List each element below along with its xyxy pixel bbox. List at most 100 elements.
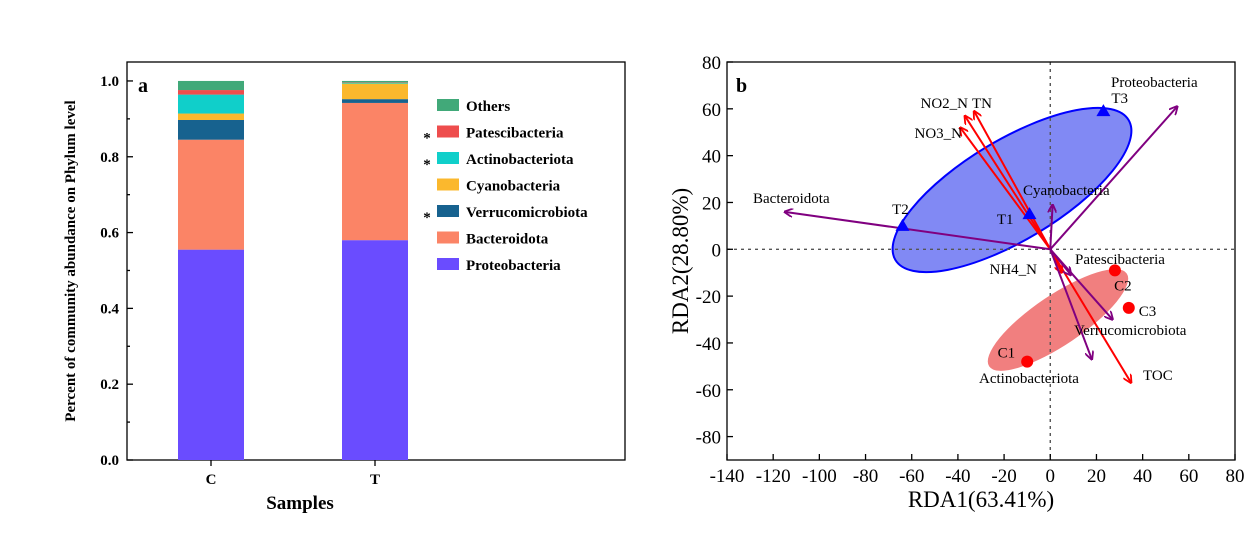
y-tick-label-b: 60 bbox=[702, 100, 721, 121]
environment-arrow bbox=[965, 116, 1052, 250]
axis-ticks-b: -140 -120 -100 -80 -60 -40 -20 0 20 40 60 80 80 60 40 2… bbox=[696, 53, 1245, 487]
arrow-label: Bacteroidota bbox=[753, 191, 830, 207]
group-ellipse-C bbox=[987, 269, 1129, 371]
sample-point-triangle bbox=[895, 218, 910, 231]
sample-point-circle bbox=[1108, 264, 1121, 277]
x-tick-label-a: T bbox=[370, 472, 380, 488]
plot-frame-b bbox=[726, 61, 1236, 461]
arrow-label: TN bbox=[972, 96, 992, 112]
legend-swatch bbox=[437, 231, 459, 244]
bar-segment bbox=[342, 240, 408, 460]
bar-segment bbox=[178, 80, 244, 91]
sample-label: T3 bbox=[1111, 91, 1128, 107]
legend-swatch bbox=[437, 205, 459, 217]
x-tick-label-b: 40 bbox=[1133, 466, 1152, 487]
sample-points: T1 T2 T3 C1 C2 C3 bbox=[892, 91, 1156, 368]
bar-segment bbox=[178, 139, 244, 250]
y-tick-label-b: 0 bbox=[712, 240, 722, 261]
x-tick-label-b: -80 bbox=[853, 466, 878, 487]
significance-marker: * bbox=[423, 131, 431, 147]
y-tick-label-a: 0.4 bbox=[100, 301, 119, 317]
legend-label: Verrucomicrobiota bbox=[466, 205, 588, 221]
x-tick-label-b: -40 bbox=[945, 466, 970, 487]
legend-swatch bbox=[437, 152, 459, 164]
x-axis-title-b: RDA1(63.41%) bbox=[908, 487, 1054, 512]
y-tick-label-a: 1.0 bbox=[100, 74, 119, 90]
y-axis-title-b: RDA2(28.80%) bbox=[668, 188, 693, 334]
significance-marker: * bbox=[423, 210, 431, 226]
arrow-label: Cyanobacteria bbox=[1023, 183, 1110, 199]
sample-point-circle bbox=[1122, 301, 1135, 314]
arrow-label: NO3_N bbox=[915, 126, 963, 142]
y-tick-label-a: 0.6 bbox=[100, 226, 119, 242]
arrow-label: Verrucomicrobiota bbox=[1074, 323, 1187, 339]
y-axis-title-a: Percent of community abundance on Phylum… bbox=[63, 100, 79, 421]
sample-label: T1 bbox=[997, 212, 1014, 228]
bar-segment bbox=[342, 83, 408, 100]
bar-segment bbox=[342, 82, 408, 84]
bar-segment bbox=[178, 90, 244, 95]
x-tick-label-b: 80 bbox=[1226, 466, 1245, 487]
taxon-arrow bbox=[1049, 248, 1112, 319]
taxon-arrow bbox=[1049, 106, 1177, 250]
taxon-arrow bbox=[1049, 248, 1092, 359]
x-tick-label-a: C bbox=[206, 472, 217, 488]
legend-label: Bacteroidota bbox=[466, 232, 549, 248]
arrow-label: TOC bbox=[1143, 368, 1173, 384]
bar-segment bbox=[342, 99, 408, 103]
y-tick-label-b: -80 bbox=[696, 428, 721, 449]
sample-point-triangle bbox=[1022, 207, 1037, 220]
arrow-label: NO2_N bbox=[921, 96, 969, 112]
x-tick-label-b: -60 bbox=[899, 466, 924, 487]
y-tick-label-b: -20 bbox=[696, 287, 721, 308]
arrow-labels: NO2_N TN NO3_N NH4_N TOC Proteobacteria Bacter… bbox=[753, 75, 1198, 387]
sample-label: T2 bbox=[892, 202, 909, 218]
bar-segment bbox=[342, 80, 408, 83]
significance-marker: * bbox=[423, 157, 431, 173]
x-tick-label-b: 0 bbox=[1046, 466, 1056, 487]
environment-arrow bbox=[960, 128, 1052, 250]
arrow-label: Patescibacteria bbox=[1075, 252, 1165, 268]
bar-segment bbox=[342, 102, 408, 241]
y-tick-label-a: 0.8 bbox=[100, 150, 119, 166]
y-tick-label-b: 20 bbox=[702, 193, 721, 214]
panel-label-b: b bbox=[736, 75, 747, 97]
sample-label: C2 bbox=[1114, 278, 1132, 294]
bars-a bbox=[178, 80, 408, 460]
taxon-arrow bbox=[785, 212, 1051, 251]
legend-label: Cyanobacteria bbox=[466, 179, 561, 195]
y-tick-label-b: 80 bbox=[702, 53, 721, 74]
taxon-arrow bbox=[1050, 205, 1052, 250]
arrow-label: Actinobacteriota bbox=[979, 371, 1079, 387]
sample-point-circle bbox=[1021, 355, 1034, 368]
y-axis-ticks-a: 0.0 0.2 0.4 0.6 0.8 1.0 bbox=[100, 74, 133, 469]
x-axis-title-a: Samples bbox=[266, 493, 334, 514]
legend-swatch bbox=[437, 99, 459, 111]
y-tick-label-a: 0.0 bbox=[100, 453, 119, 469]
legend-label: Actinobacteriota bbox=[466, 152, 574, 168]
sample-label: C3 bbox=[1139, 304, 1157, 320]
y-tick-label-b: -40 bbox=[696, 334, 721, 355]
arrows-b bbox=[785, 106, 1178, 382]
arrow-label: Proteobacteria bbox=[1111, 75, 1198, 91]
y-tick-label-b: 40 bbox=[702, 147, 721, 168]
x-tick-label-b: -120 bbox=[756, 466, 791, 487]
legend-swatch bbox=[437, 125, 459, 138]
x-tick-label-b: -100 bbox=[802, 466, 837, 487]
x-tick-label-b: 60 bbox=[1179, 466, 1198, 487]
legend-swatch bbox=[437, 258, 459, 270]
y-tick-label-b: -60 bbox=[696, 381, 721, 402]
panel-label-a: a bbox=[138, 75, 148, 97]
legend-swatch bbox=[437, 178, 459, 191]
legend-label: Proteobacteria bbox=[466, 258, 561, 274]
legend-a: Others * Patescibacteria * Actinobacteriota C… bbox=[423, 99, 588, 274]
reference-lines bbox=[727, 62, 1235, 460]
sample-label: C1 bbox=[998, 346, 1016, 362]
bar-segment bbox=[178, 119, 244, 140]
x-tick-label-b: -20 bbox=[991, 466, 1016, 487]
bar-segment bbox=[178, 113, 244, 120]
x-tick-label-b: 20 bbox=[1087, 466, 1106, 487]
